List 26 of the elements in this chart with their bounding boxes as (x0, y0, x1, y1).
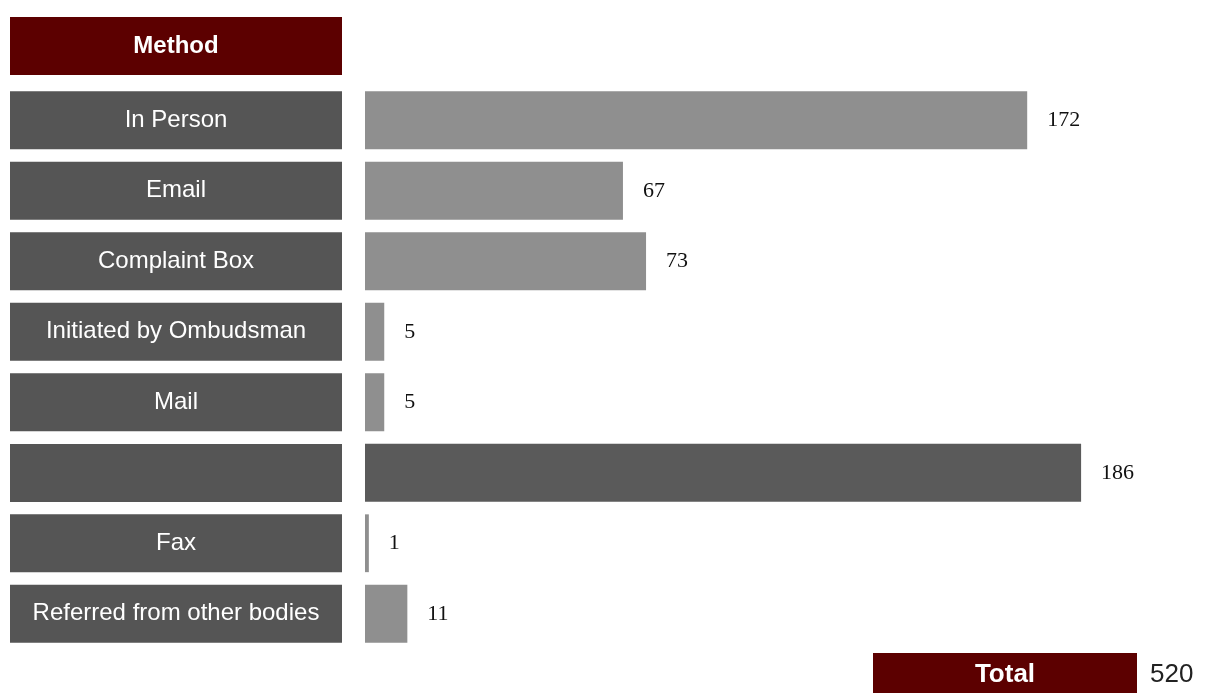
bar (365, 584, 408, 643)
data-label: 1 (388, 529, 400, 555)
bar (365, 91, 1028, 150)
bar (365, 514, 369, 573)
y-axis-title: Method (133, 30, 219, 58)
data-label: 67 (642, 176, 665, 202)
data-label: 5 (404, 317, 416, 343)
y-tick-label: Initiated by Ombudsman (45, 316, 307, 344)
text: 520 (1150, 658, 1194, 689)
y-tick-label: In Person (124, 104, 228, 132)
bar (365, 302, 385, 361)
data-label: 73 (666, 247, 689, 273)
data-label: 186 (1101, 458, 1135, 484)
y-tick-label: Complaint Box (97, 245, 255, 273)
bar (365, 373, 385, 432)
bar (365, 161, 623, 220)
data-label: 11 (427, 599, 449, 625)
data-label: 172 (1047, 106, 1081, 132)
bar (365, 443, 1082, 502)
bar (365, 232, 647, 291)
y-tick-label: Fax (155, 527, 197, 555)
text: Total (974, 658, 1036, 689)
y-tick-label: Referred from other bodies (32, 598, 320, 626)
data-label: 5 (404, 388, 416, 414)
y-tick-label: Mail (153, 386, 199, 414)
y-tick-label: Email (145, 175, 207, 203)
